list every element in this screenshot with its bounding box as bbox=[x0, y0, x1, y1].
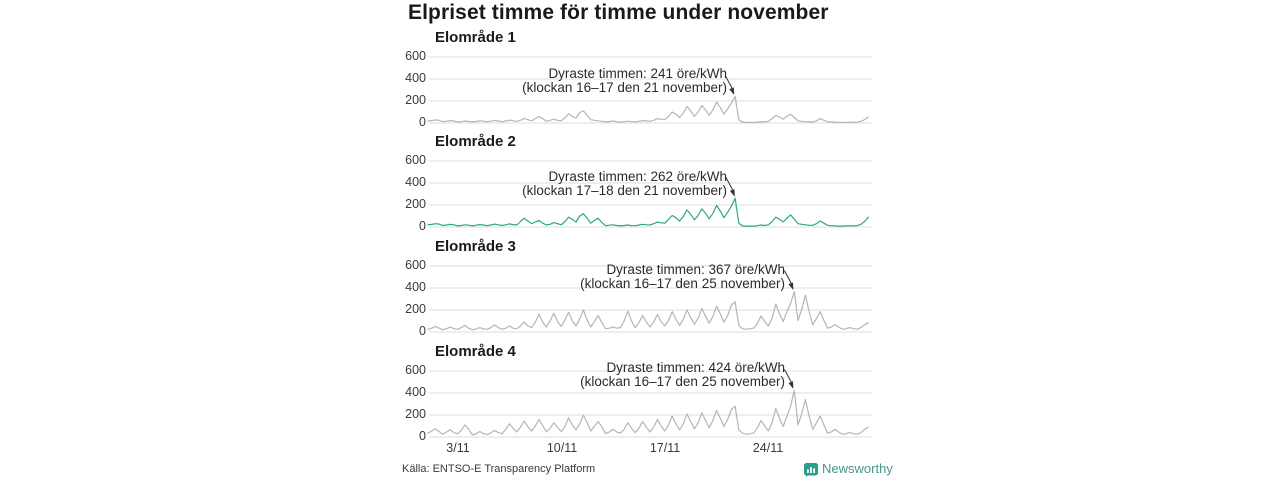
y-tick-label: 400 bbox=[405, 175, 426, 189]
annotation-line-2: (klockan 16–17 den 21 november) bbox=[522, 80, 727, 95]
line-chart-elomrade-3 bbox=[427, 265, 872, 333]
y-tick-label: 200 bbox=[405, 302, 426, 316]
annotation-line-1: Dyraste timmen: 367 öre/kWh bbox=[606, 262, 785, 277]
chart-title: Elpriset timme för timme under november bbox=[408, 1, 829, 24]
x-tick-label: 17/11 bbox=[649, 441, 681, 455]
x-tick-label: 3/11 bbox=[446, 441, 470, 455]
source-credit: Källa: ENTSO-E Transparency Platform bbox=[402, 463, 596, 475]
y-tick-label: 400 bbox=[405, 385, 426, 399]
subplot-3-title: Elområde 3 bbox=[435, 238, 516, 255]
line-chart-elomrade-1 bbox=[427, 56, 872, 124]
y-tick-label: 0 bbox=[419, 429, 426, 443]
y-tick-label: 0 bbox=[419, 219, 426, 233]
y-tick-label: 600 bbox=[405, 363, 426, 377]
y-tick-label: 600 bbox=[405, 49, 426, 63]
y-tick-label: 400 bbox=[405, 71, 426, 85]
y-tick-label: 0 bbox=[419, 324, 426, 338]
annotation-line-2: (klockan 16–17 den 25 november) bbox=[580, 374, 785, 389]
x-tick-label: 10/11 bbox=[546, 441, 578, 455]
line-chart-elomrade-2 bbox=[427, 160, 872, 228]
subplot-1-title: Elområde 1 bbox=[435, 29, 516, 46]
y-tick-label: 600 bbox=[405, 153, 426, 167]
annotation-line-1: Dyraste timmen: 262 öre/kWh bbox=[548, 169, 727, 184]
y-tick-label: 200 bbox=[405, 93, 426, 107]
line-chart-elomrade-4 bbox=[427, 369, 872, 438]
y-tick-label: 400 bbox=[405, 280, 426, 294]
annotation-line-2: (klockan 17–18 den 21 november) bbox=[522, 183, 727, 198]
subplot-2-title: Elområde 2 bbox=[435, 133, 516, 150]
annotation-elomrade-4: Dyraste timmen: 424 öre/kWh (klockan 16–… bbox=[485, 361, 785, 389]
y-tick-label: 200 bbox=[405, 407, 426, 421]
annotation-line-1: Dyraste timmen: 241 öre/kWh bbox=[548, 66, 727, 81]
annotation-elomrade-1: Dyraste timmen: 241 öre/kWh (klockan 16–… bbox=[427, 67, 727, 95]
annotation-elomrade-3: Dyraste timmen: 367 öre/kWh (klockan 16–… bbox=[485, 263, 785, 291]
subplot-4-title: Elområde 4 bbox=[435, 343, 516, 360]
y-tick-label: 200 bbox=[405, 197, 426, 211]
y-tick-label: 0 bbox=[419, 115, 426, 129]
annotation-line-2: (klockan 16–17 den 25 november) bbox=[580, 276, 785, 291]
y-tick-label: 600 bbox=[405, 258, 426, 272]
annotation-line-1: Dyraste timmen: 424 öre/kWh bbox=[606, 360, 785, 375]
newsworthy-logo-icon bbox=[804, 462, 818, 477]
x-tick-label: 24/11 bbox=[752, 441, 784, 455]
newsworthy-brand: Newsworthy bbox=[804, 461, 893, 477]
newsworthy-brand-name: Newsworthy bbox=[822, 461, 893, 476]
annotation-elomrade-2: Dyraste timmen: 262 öre/kWh (klockan 17–… bbox=[427, 170, 727, 198]
